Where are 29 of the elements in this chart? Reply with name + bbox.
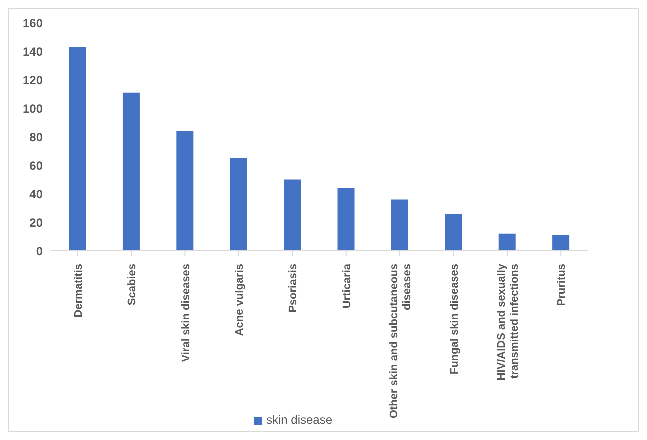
x-tick-label: Fungal skin diseases: [448, 264, 461, 375]
bar: [230, 158, 248, 251]
bar: [176, 131, 194, 251]
x-tick-label: Scabies: [126, 264, 139, 306]
y-tick-label: 80: [30, 130, 44, 144]
y-tick-label: 20: [30, 216, 44, 230]
x-tick-label: Acne vulgaris: [234, 264, 246, 336]
x-tick-label: Psoriasis: [288, 264, 300, 313]
bar: [122, 92, 140, 251]
y-tick-label: 40: [30, 187, 44, 202]
bar: [391, 200, 408, 251]
x-tick-label: Pruritus: [556, 264, 568, 306]
y-tick-label: 60: [30, 158, 44, 173]
legend-label: skin disease: [266, 413, 333, 427]
bar: [338, 188, 355, 251]
x-tick-label: Viral skin diseases: [180, 264, 192, 362]
bar: [498, 234, 516, 251]
y-tick-label: 140: [22, 44, 44, 59]
x-tick-label: Other skin and subcutaneous diseases: [388, 264, 414, 419]
y-tick-label: 0: [36, 244, 44, 258]
bar: [552, 235, 570, 251]
bar: [445, 214, 462, 251]
x-tick-label: Dermatitis: [72, 264, 85, 318]
bar: [284, 180, 302, 251]
x-tick-label: Urticaria: [341, 263, 354, 309]
bar: [69, 47, 86, 251]
y-tick-label: 120: [22, 73, 44, 88]
y-tick-label: 100: [22, 102, 44, 116]
y-tick-label: 160: [22, 16, 44, 30]
